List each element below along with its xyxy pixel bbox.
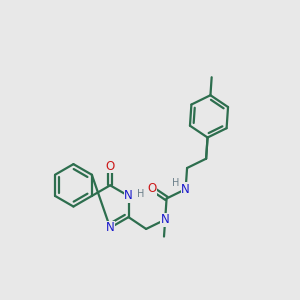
Text: N: N — [181, 183, 190, 196]
Text: O: O — [147, 182, 156, 195]
Text: N: N — [106, 221, 115, 234]
Text: N: N — [161, 213, 170, 226]
Text: O: O — [106, 160, 115, 173]
Text: H: H — [172, 178, 180, 188]
Text: H: H — [137, 188, 145, 199]
Text: N: N — [124, 189, 133, 203]
